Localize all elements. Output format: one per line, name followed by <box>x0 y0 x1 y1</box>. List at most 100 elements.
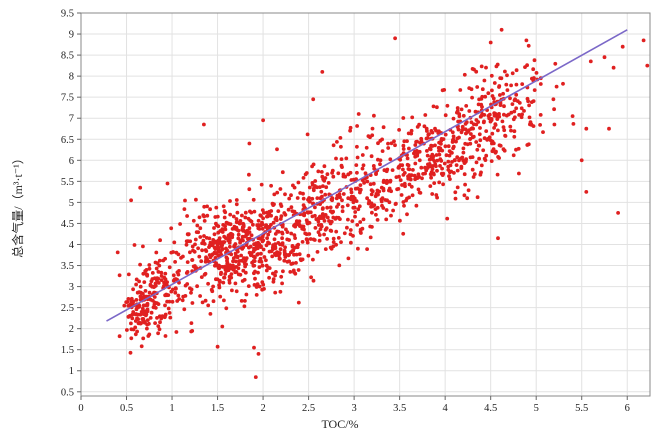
data-point <box>420 176 424 181</box>
data-point <box>190 301 195 305</box>
data-point <box>460 127 465 132</box>
data-point <box>349 194 354 199</box>
data-point <box>405 156 410 161</box>
data-point <box>211 284 216 289</box>
data-point <box>355 144 359 149</box>
data-point <box>451 116 456 121</box>
data-point <box>463 122 468 126</box>
x-tick-label: 2 <box>260 403 265 414</box>
data-point <box>159 270 164 275</box>
data-point <box>457 114 462 119</box>
data-point <box>419 165 424 170</box>
data-point <box>232 224 237 229</box>
data-point <box>249 219 254 224</box>
data-point <box>389 213 393 218</box>
data-point <box>318 185 322 190</box>
data-point <box>375 218 380 222</box>
data-point <box>482 136 487 141</box>
data-point <box>471 122 476 127</box>
y-tick-label: 6 <box>69 156 74 167</box>
data-point <box>579 158 584 163</box>
data-point <box>283 245 287 250</box>
data-points <box>115 27 650 379</box>
y-tick-label: 4.5 <box>61 219 74 230</box>
data-point <box>333 217 338 221</box>
data-point <box>468 137 473 141</box>
data-point <box>258 213 263 218</box>
data-point <box>240 279 245 283</box>
data-point <box>253 269 257 274</box>
data-point <box>430 192 435 196</box>
data-point <box>284 227 288 232</box>
data-point <box>496 128 500 133</box>
data-point <box>348 125 353 130</box>
data-point <box>271 271 275 276</box>
data-point <box>413 154 418 159</box>
data-point <box>282 248 287 253</box>
data-point <box>205 213 210 218</box>
data-point <box>260 239 265 244</box>
data-point <box>141 244 145 249</box>
data-point <box>260 226 265 231</box>
data-point <box>456 119 460 124</box>
data-point <box>140 306 145 311</box>
data-point <box>242 304 247 309</box>
data-point <box>206 303 211 308</box>
data-point <box>216 245 221 250</box>
data-point <box>301 176 306 180</box>
data-point <box>334 229 339 234</box>
data-point <box>437 152 442 157</box>
data-point <box>310 196 315 201</box>
data-point <box>360 226 365 231</box>
data-point <box>312 238 317 242</box>
data-point <box>437 129 441 134</box>
data-point <box>134 298 139 302</box>
data-point <box>247 141 252 146</box>
data-point <box>517 171 521 176</box>
data-point <box>275 229 280 234</box>
data-point <box>261 211 266 215</box>
y-tick-label: 7.5 <box>61 93 74 104</box>
data-point <box>520 112 524 117</box>
data-point <box>570 114 575 118</box>
data-point <box>141 271 146 276</box>
data-point <box>154 266 159 271</box>
data-point <box>311 162 316 167</box>
data-point <box>486 91 491 96</box>
data-point <box>292 185 297 190</box>
data-point <box>243 299 247 303</box>
data-point <box>245 232 250 236</box>
data-point <box>212 226 216 230</box>
data-point <box>253 375 258 379</box>
data-point <box>328 205 333 210</box>
data-point <box>602 55 607 60</box>
data-point <box>278 187 283 191</box>
data-point <box>184 239 189 244</box>
data-point <box>188 250 192 255</box>
data-point <box>358 229 363 234</box>
data-point <box>278 247 283 252</box>
data-point <box>175 270 180 275</box>
data-point <box>257 265 262 269</box>
data-point <box>171 278 176 283</box>
x-tick-label: 4.5 <box>484 403 497 414</box>
data-point <box>329 229 334 233</box>
data-point <box>158 238 163 243</box>
data-point <box>444 153 449 158</box>
data-point <box>280 243 285 247</box>
data-point <box>348 228 353 232</box>
data-point <box>240 234 245 239</box>
data-point <box>217 283 222 287</box>
data-point <box>236 232 241 237</box>
data-point <box>271 220 276 225</box>
data-point <box>206 281 211 286</box>
data-point <box>522 109 526 113</box>
data-point <box>147 290 152 295</box>
data-point <box>283 192 287 197</box>
data-point <box>370 204 375 209</box>
x-tick-label: 5.5 <box>575 403 588 414</box>
data-point <box>307 221 312 225</box>
data-point <box>186 232 191 237</box>
data-point <box>133 325 138 330</box>
data-point <box>152 295 157 299</box>
